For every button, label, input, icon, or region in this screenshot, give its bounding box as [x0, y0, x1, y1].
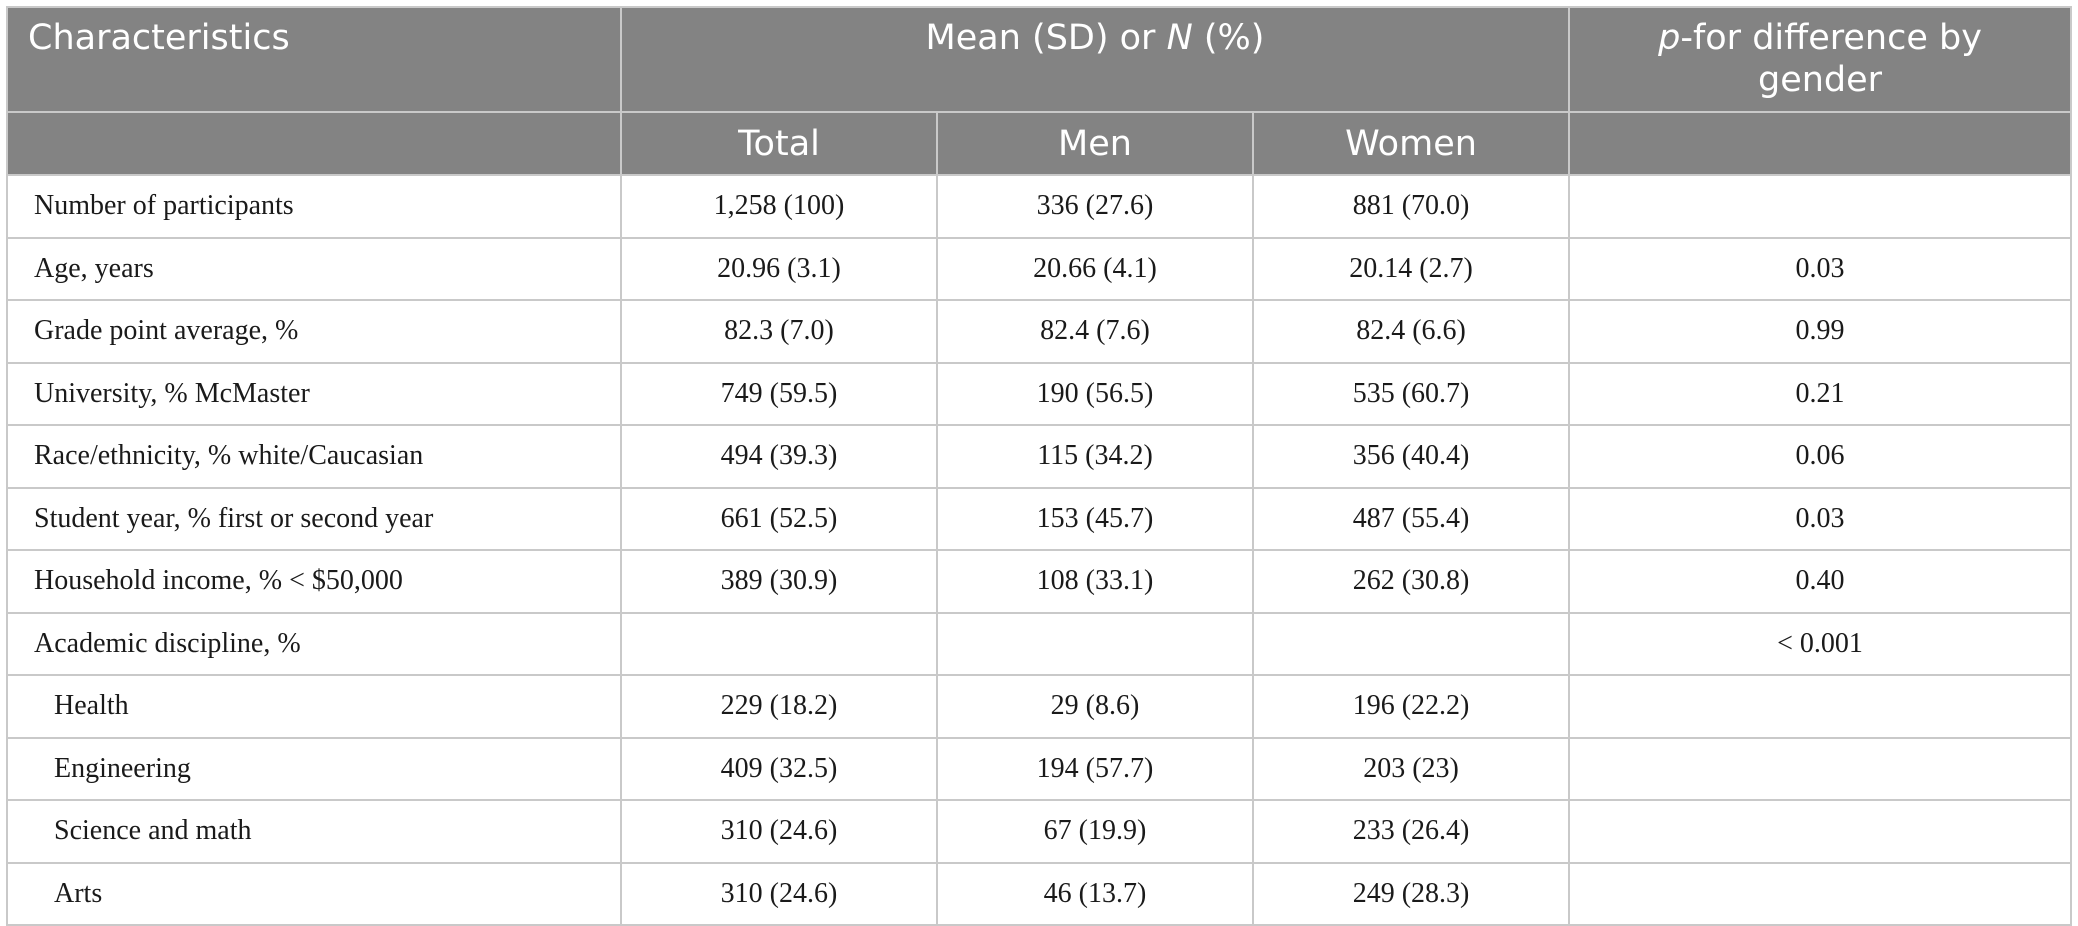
p-value-cell: 0.03 [1568, 486, 2073, 551]
empty-header-cell [6, 111, 622, 176]
women-cell: 262 (30.8) [1251, 549, 1571, 614]
row-label: Grade point average, % [6, 299, 622, 364]
total-cell: 749 (59.5) [620, 361, 938, 426]
header-row-1: Characteristics Mean (SD) or N (%) p-for… [6, 6, 2073, 113]
men-cell: 20.66 (4.1) [936, 236, 1254, 301]
women-cell: 535 (60.7) [1251, 361, 1571, 426]
total-cell: 409 (32.5) [620, 736, 938, 801]
total-cell [620, 611, 938, 676]
women-cell: 487 (55.4) [1251, 486, 1571, 551]
table-row: Age, years 20.96 (3.1) 20.66 (4.1) 20.14 (2… [6, 236, 2073, 301]
p-value-cell: 0.21 [1568, 361, 2073, 426]
table-row: Household income, % < $50,000 389 (30.9) 1… [6, 549, 2073, 614]
table-row: Engineering 409 (32.5) 194 (57.7) 203 (23) [6, 736, 2073, 801]
row-label: University, % McMaster [6, 361, 622, 426]
row-label: Race/ethnicity, % white/Caucasian [6, 424, 622, 489]
total-cell: 20.96 (3.1) [620, 236, 938, 301]
p-value-header-p: p [1658, 18, 1681, 58]
total-cell: 82.3 (7.0) [620, 299, 938, 364]
p-value-cell [1568, 674, 2073, 739]
empty-header-cell [1568, 111, 2073, 176]
row-label: Age, years [6, 236, 622, 301]
total-cell: 229 (18.2) [620, 674, 938, 739]
p-value-cell: 0.99 [1568, 299, 2073, 364]
men-cell: 115 (34.2) [936, 424, 1254, 489]
characteristics-header: Characteristics [6, 6, 622, 113]
total-cell: 389 (30.9) [620, 549, 938, 614]
women-cell: 233 (26.4) [1251, 799, 1571, 864]
men-cell: 46 (13.7) [936, 861, 1254, 926]
row-label: Student year, % first or second year [6, 486, 622, 551]
header-row-2: Total Men Women [6, 111, 2073, 176]
p-value-cell: < 0.001 [1568, 611, 2073, 676]
table-row: Arts 310 (24.6) 46 (13.7) 249 (28.3) [6, 861, 2073, 926]
row-label: Household income, % < $50,000 [6, 549, 622, 614]
women-cell: 203 (23) [1251, 736, 1571, 801]
mean-sd-prefix: Mean (SD) or [925, 18, 1167, 58]
men-cell [936, 611, 1254, 676]
row-label: Number of participants [6, 174, 622, 239]
men-cell: 336 (27.6) [936, 174, 1254, 239]
women-cell: 196 (22.2) [1251, 674, 1571, 739]
table-row: Science and math 310 (24.6) 67 (19.9) 233 (… [6, 799, 2073, 864]
men-cell: 194 (57.7) [936, 736, 1254, 801]
mean-sd-n: N [1166, 18, 1193, 58]
men-cell: 82.4 (7.6) [936, 299, 1254, 364]
women-cell: 20.14 (2.7) [1251, 236, 1571, 301]
men-cell: 67 (19.9) [936, 799, 1254, 864]
women-cell: 82.4 (6.6) [1251, 299, 1571, 364]
total-cell: 494 (39.3) [620, 424, 938, 489]
row-label: Arts [6, 861, 622, 926]
total-cell: 661 (52.5) [620, 486, 938, 551]
table-row: Student year, % first or second year 661 … [6, 486, 2073, 551]
women-cell: 881 (70.0) [1251, 174, 1571, 239]
table-row: Health 229 (18.2) 29 (8.6) 196 (22.2) [6, 674, 2073, 739]
row-label: Science and math [6, 799, 622, 864]
table-header: Characteristics Mean (SD) or N (%) p-for… [6, 6, 2073, 176]
men-cell: 108 (33.1) [936, 549, 1254, 614]
table-row: Academic discipline, % < 0.001 [6, 611, 2073, 676]
men-header: Men [936, 111, 1254, 176]
p-value-header-rest: -for difference by gender [1680, 18, 1982, 100]
women-cell [1251, 611, 1571, 676]
p-value-cell: 0.06 [1568, 424, 2073, 489]
table-row: University, % McMaster 749 (59.5) 190 (56.… [6, 361, 2073, 426]
table-row: Grade point average, % 82.3 (7.0) 82.4 (7.… [6, 299, 2073, 364]
row-label: Academic discipline, % [6, 611, 622, 676]
p-value-cell [1568, 799, 2073, 864]
row-label: Health [6, 674, 622, 739]
total-cell: 1,258 (100) [620, 174, 938, 239]
row-label: Engineering [6, 736, 622, 801]
total-cell: 310 (24.6) [620, 799, 938, 864]
p-value-cell [1568, 861, 2073, 926]
p-value-cell: 0.40 [1568, 549, 2073, 614]
women-cell: 249 (28.3) [1251, 861, 1571, 926]
p-value-header: p-for difference by gender [1568, 6, 2073, 113]
men-cell: 29 (8.6) [936, 674, 1254, 739]
women-header: Women [1251, 111, 1571, 176]
p-value-cell [1568, 736, 2073, 801]
mean-sd-suffix: (%) [1192, 18, 1265, 58]
table-body: Number of participants 1,258 (100) 336 (27… [6, 174, 2073, 926]
men-cell: 153 (45.7) [936, 486, 1254, 551]
mean-sd-header: Mean (SD) or N (%) [619, 6, 1571, 113]
women-cell: 356 (40.4) [1251, 424, 1571, 489]
table-row: Number of participants 1,258 (100) 336 (27… [6, 174, 2073, 239]
p-value-cell: 0.03 [1568, 236, 2073, 301]
total-header: Total [620, 111, 938, 176]
p-value-cell [1568, 174, 2073, 239]
total-cell: 310 (24.6) [620, 861, 938, 926]
characteristics-table: Characteristics Mean (SD) or N (%) p-for… [6, 6, 2073, 926]
men-cell: 190 (56.5) [936, 361, 1254, 426]
table-row: Race/ethnicity, % white/Caucasian 494 (39… [6, 424, 2073, 489]
